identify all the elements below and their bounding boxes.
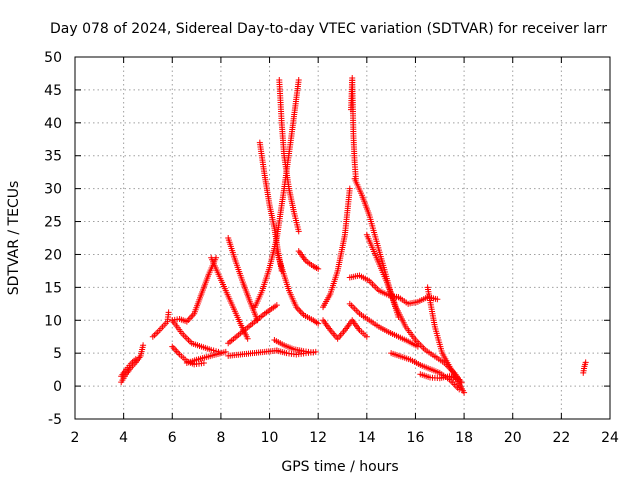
series-track-4: [169, 254, 220, 325]
series-track-16: [295, 248, 322, 272]
grid: [75, 57, 610, 419]
series-track-19: [320, 185, 353, 311]
x-tick-label: 22: [552, 430, 570, 446]
series-track-28: [424, 284, 468, 396]
data-point: [461, 389, 468, 396]
data-point: [315, 265, 322, 272]
series-track-1: [118, 342, 147, 386]
data-point: [200, 360, 207, 367]
x-tick-label: 18: [455, 430, 473, 446]
y-tick-label: -5: [48, 412, 62, 428]
series-track-11: [225, 302, 280, 347]
y-tick-label: 40: [44, 116, 62, 132]
data-point: [297, 308, 304, 315]
data-point: [273, 302, 280, 309]
x-axis-label: GPS time / hours: [281, 459, 398, 475]
x-tick-label: 24: [601, 430, 619, 446]
y-tick-label: 20: [44, 247, 62, 263]
data-points: [118, 75, 589, 396]
x-tick-label: 16: [407, 430, 425, 446]
series-track-2: [118, 356, 139, 380]
data-point: [222, 348, 229, 355]
data-point: [295, 228, 302, 235]
chart-title: Day 078 of 2024, Sidereal Day-to-day VTE…: [50, 21, 607, 37]
series-track-12: [256, 139, 285, 274]
plot-frame: [74, 56, 611, 420]
data-point: [312, 348, 319, 355]
x-tick-label: 20: [504, 430, 522, 446]
series-track-23: [346, 300, 421, 350]
x-tick-label: 14: [358, 430, 376, 446]
x-tick-label: 4: [119, 430, 128, 446]
data-point: [299, 310, 306, 317]
y-tick-label: 50: [44, 50, 62, 66]
series-track-18: [273, 347, 319, 358]
data-point: [172, 346, 179, 353]
series-track-5: [169, 317, 222, 355]
series-track-25: [395, 294, 441, 307]
data-point: [165, 309, 172, 316]
y-tick-label: 30: [44, 182, 62, 198]
series-track-30: [580, 359, 589, 376]
data-point: [244, 335, 251, 342]
y-tick-label: 10: [44, 313, 62, 329]
series-track-9: [225, 235, 261, 324]
data-point: [456, 376, 463, 383]
data-point: [169, 343, 176, 350]
series-track-14: [276, 77, 302, 235]
y-tick-label: 35: [44, 149, 62, 165]
x-tick-label: 2: [71, 430, 80, 446]
y-axis-label: SDTVAR / TECUs: [6, 181, 22, 296]
data-point: [185, 317, 192, 324]
series-track-3: [149, 309, 172, 340]
series-track-15: [273, 248, 322, 327]
data-point: [315, 320, 322, 327]
series-track-7: [183, 348, 229, 367]
x-tick-label: 10: [261, 430, 279, 446]
data-point: [434, 296, 441, 303]
data-point: [346, 185, 353, 192]
x-tick-label: 8: [216, 430, 225, 446]
axis-ticks: 2 4 6 8 10 12 14 16 18 20 22 24-5051015202530354045…: [44, 50, 619, 446]
data-point: [132, 356, 139, 363]
y-tick-label: 45: [44, 83, 62, 99]
series-track-10: [225, 347, 280, 359]
data-point: [296, 307, 303, 314]
data-point: [582, 359, 589, 366]
x-tick-label: 6: [168, 430, 177, 446]
data-point: [175, 349, 182, 356]
data-point: [188, 313, 195, 320]
series-track-29: [417, 371, 463, 383]
series-track-20: [348, 75, 359, 182]
y-tick-label: 5: [53, 346, 62, 362]
data-point: [170, 345, 177, 352]
x-tick-label: 12: [309, 430, 327, 446]
series-track-22: [320, 317, 370, 342]
y-tick-label: 15: [44, 280, 62, 296]
y-tick-label: 0: [53, 379, 62, 395]
y-tick-label: 25: [44, 215, 62, 231]
series-track-13: [251, 77, 302, 311]
data-point: [295, 77, 302, 84]
data-point: [363, 333, 370, 340]
data-point: [140, 342, 147, 349]
